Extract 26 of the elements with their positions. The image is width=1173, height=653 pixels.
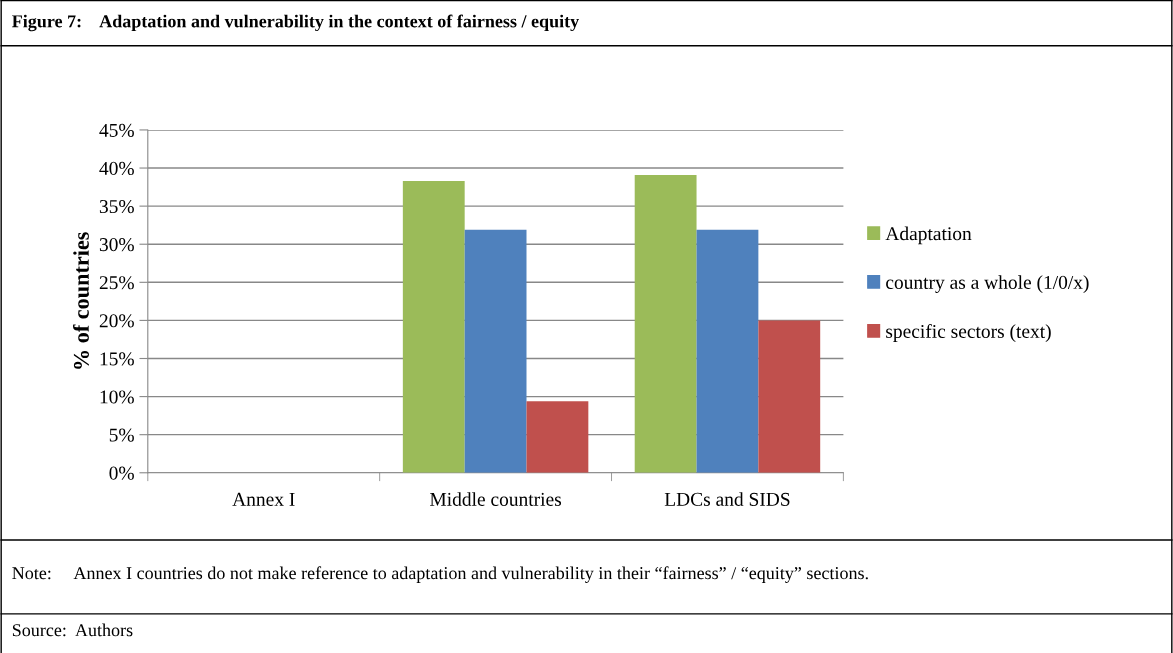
y-tick-label: 20% <box>99 314 134 328</box>
text: Note: Annex I countries do not make reference to adaptation and vulnerability in their “fairness” / “equity” sections. <box>12 566 868 583</box>
x-tick-label: LDCs and SIDS <box>664 492 790 506</box>
bar <box>758 320 821 473</box>
bar <box>634 174 697 473</box>
y-tick-label: 30% <box>99 238 134 252</box>
bar <box>464 229 527 473</box>
bar <box>402 180 465 473</box>
x-tick-label: Annex I <box>232 492 295 506</box>
y-tick-label: 25% <box>99 276 134 290</box>
x-tick-label: Middle countries <box>430 492 562 506</box>
bar <box>526 401 589 473</box>
y-tick-label: 5% <box>109 428 134 442</box>
source-note: Source: Authors <box>12 623 133 637</box>
y-tick-label: 45% <box>99 123 134 137</box>
y-tick-label: 0% <box>109 466 134 480</box>
legend-label: country as a whole (1/0/x) <box>886 275 1089 293</box>
y-tick-label: 15% <box>100 352 134 366</box>
y-tick-label: 10% <box>100 390 134 404</box>
legend-label: Adaptation <box>885 226 972 245</box>
y-tick-label: 40% <box>99 161 134 176</box>
bar <box>696 229 759 473</box>
y-tick-label: 35% <box>99 199 134 214</box>
y-axis-title: % of countries <box>73 232 89 369</box>
chart-title: Figure 7: Adaptation and vulnerability in the context of fairness / equity <box>12 14 579 32</box>
legend-label: specific sectors (text) <box>886 324 1051 342</box>
